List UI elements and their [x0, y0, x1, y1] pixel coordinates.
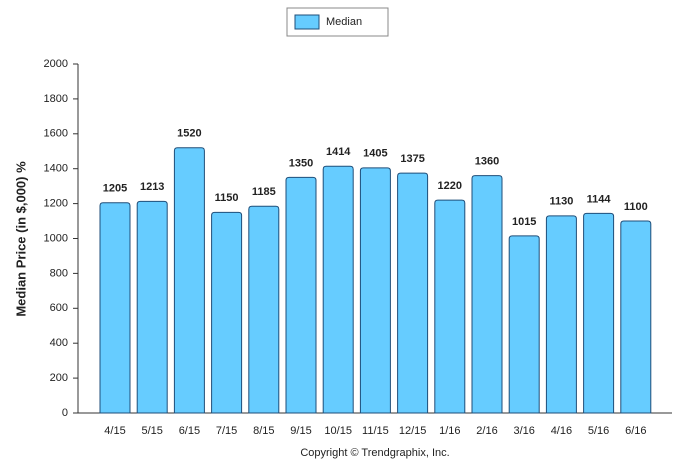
x-tick-label: 5/15: [141, 425, 162, 437]
bar: [211, 211, 243, 414]
y-axis-title: Median Price (in $,000) %: [13, 161, 28, 317]
x-tick-label: 5/16: [588, 425, 609, 437]
y-tick-label: 400: [50, 337, 68, 349]
bar: [359, 167, 391, 414]
bar: [99, 202, 131, 414]
y-tick-label: 2000: [44, 58, 68, 70]
data-label: 1360: [475, 156, 499, 168]
x-tick-label: 2/16: [476, 425, 497, 437]
y-tick-label: 1400: [44, 163, 68, 175]
bar: [620, 220, 652, 414]
data-label: 1520: [177, 128, 201, 140]
x-tick-label: 4/15: [104, 425, 125, 437]
y-tick-label: 1800: [44, 93, 68, 105]
data-label: 1375: [400, 153, 424, 165]
y-tick-label: 800: [50, 267, 68, 279]
y-tick-label: 0: [62, 407, 68, 419]
data-label: 1405: [363, 148, 387, 160]
bar: [248, 205, 280, 414]
y-tick-label: 600: [50, 302, 68, 314]
data-label: 1144: [587, 193, 612, 205]
bar: [397, 172, 429, 414]
y-tick-label: 1600: [44, 128, 68, 140]
x-tick-label: 12/15: [399, 425, 427, 437]
x-tick-label: 6/16: [625, 425, 646, 437]
bar: [545, 215, 577, 414]
x-tick-label: 7/15: [216, 425, 237, 437]
data-label: 1150: [215, 192, 239, 204]
legend-label: Median: [326, 16, 362, 28]
bar: [285, 176, 317, 414]
y-tick-label: 1200: [44, 198, 68, 210]
legend-swatch: [294, 14, 320, 30]
data-label: 1414: [326, 146, 351, 158]
x-tick-label: 10/15: [324, 425, 352, 437]
data-label: 1350: [289, 157, 313, 169]
x-tick-label: 3/16: [513, 425, 534, 437]
bar: [136, 200, 168, 414]
data-label: 1100: [624, 201, 648, 213]
footer: Copyright © Trendgraphix, Inc.: [300, 447, 449, 459]
data-label: 1130: [549, 196, 573, 208]
bar: [583, 212, 615, 414]
x-tick-label: 1/16: [439, 425, 460, 437]
bar: [173, 147, 205, 414]
data-label: 1185: [252, 186, 276, 198]
x-tick-label: 4/16: [551, 425, 572, 437]
bar: [508, 235, 540, 414]
x-tick-label: 8/15: [253, 425, 274, 437]
data-label: 1205: [103, 183, 127, 195]
x-tick-label: 6/15: [179, 425, 200, 437]
y-tick-label: 200: [50, 372, 68, 384]
bar: [434, 199, 466, 414]
data-label: 1220: [438, 180, 462, 192]
data-label: 1015: [512, 216, 536, 228]
x-tick-label: 9/15: [290, 425, 311, 437]
y-tick-label: 1000: [44, 232, 68, 244]
x-tick-label: 11/15: [362, 425, 389, 437]
bar: [322, 165, 354, 414]
bar: [471, 175, 503, 414]
data-label: 1213: [140, 181, 164, 193]
